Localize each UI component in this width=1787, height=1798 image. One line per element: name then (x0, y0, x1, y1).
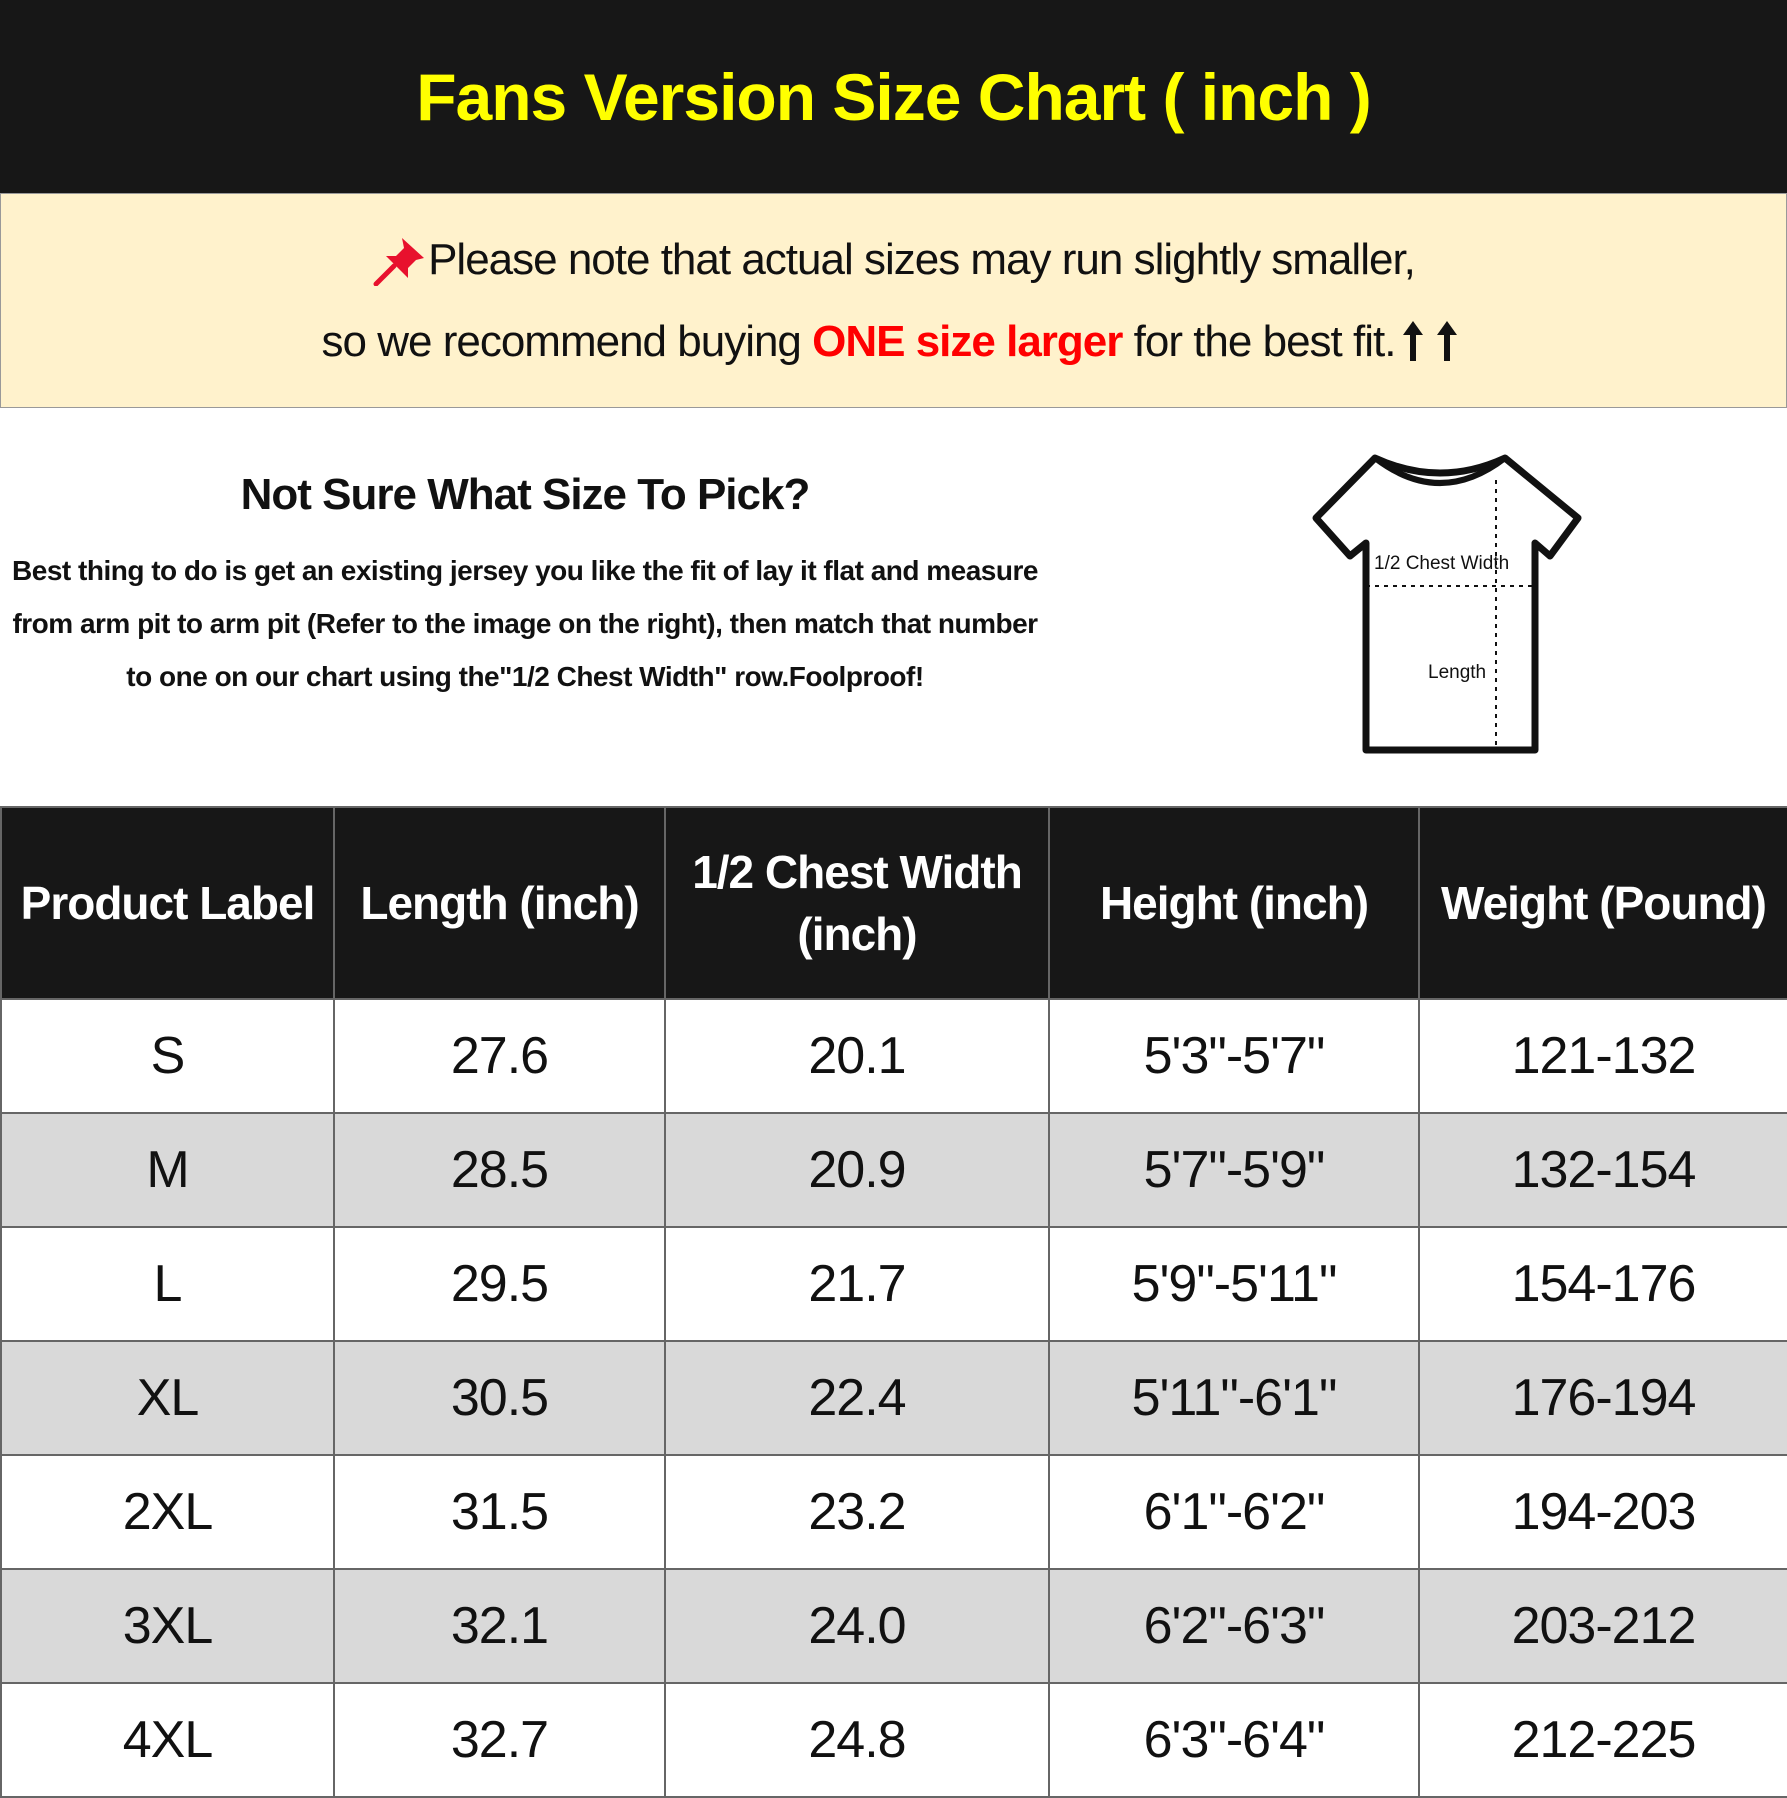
table-row: 4XL 32.7 24.8 6'3"-6'4" 212-225 (0, 1682, 1787, 1798)
info-body: Best thing to do is get an existing jers… (12, 555, 1038, 692)
table-cell: 5'7"-5'9" (1048, 1112, 1420, 1228)
table-row: S 27.6 20.1 5'3"-5'7" 121-132 (0, 998, 1787, 1114)
table-row: 2XL 31.5 23.2 6'1"-6'2" 194-203 (0, 1454, 1787, 1570)
table-cell: 28.5 (333, 1112, 666, 1228)
column-header: Height (inch) (1048, 806, 1420, 1000)
table-cell: 5'3"-5'7" (1048, 998, 1420, 1114)
table-row: M 28.5 20.9 5'7"-5'9" 132-154 (0, 1112, 1787, 1228)
table-cell: L (0, 1226, 335, 1342)
size-table: Product Label Length (inch) 1/2 Chest Widt… (0, 806, 1787, 1798)
table-cell: XL (0, 1340, 335, 1456)
table-cell: 6'3"-6'4" (1048, 1682, 1420, 1798)
table-cell: 23.2 (664, 1454, 1050, 1570)
column-header: Length (inch) (333, 806, 666, 1000)
table-cell: 4XL (0, 1682, 335, 1798)
pin-icon (373, 237, 425, 286)
table-cell: 32.1 (333, 1568, 666, 1684)
table-cell: 5'9"-5'11" (1048, 1226, 1420, 1342)
table-cell: 154-176 (1418, 1226, 1787, 1342)
table-cell: 6'2"-6'3" (1048, 1568, 1420, 1684)
table-cell: 29.5 (333, 1226, 666, 1342)
table-row: L 29.5 21.7 5'9"-5'11" 154-176 (0, 1226, 1787, 1342)
table-cell: 32.7 (333, 1682, 666, 1798)
table-cell: 31.5 (333, 1454, 666, 1570)
notice-line: so we recommend buying ONE size larger f… (322, 301, 1466, 383)
table-cell: 5'11"-6'1" (1048, 1340, 1420, 1456)
notice: Please note that actual sizes may run sl… (0, 193, 1787, 408)
info-section: Not Sure What Size To Pick? Best thing t… (0, 408, 1787, 806)
notice-text: for the best fit. (1122, 316, 1397, 366)
table-row: 3XL 32.1 24.0 6'2"-6'3" 203-212 (0, 1568, 1787, 1684)
table-cell: 121-132 (1418, 998, 1787, 1114)
table-cell: 6'1"-6'2" (1048, 1454, 1420, 1570)
table-cell: S (0, 998, 335, 1114)
table-cell: 20.1 (664, 998, 1050, 1114)
header-row: Product Label Length (inch) 1/2 Chest Widt… (0, 806, 1787, 1000)
table-cell: 22.4 (664, 1340, 1050, 1456)
table-cell: 176-194 (1418, 1340, 1787, 1456)
notice-text: Please note that actual sizes may run sl… (428, 234, 1416, 284)
notice-text: so we recommend buying (321, 316, 813, 366)
column-header: 1/2 Chest Width (inch) (664, 806, 1050, 1000)
table-cell: 20.9 (664, 1112, 1050, 1228)
column-header: Product Label (0, 806, 335, 1000)
chest-label: 1/2 Chest Width (1374, 553, 1509, 574)
title-bar: Fans Version Size Chart ( inch ) (0, 0, 1787, 193)
table-cell: 203-212 (1418, 1568, 1787, 1684)
info-heading: Not Sure What Size To Pick? (240, 470, 811, 519)
notice-highlight: ONE size larger (812, 316, 1123, 366)
table-cell: 24.8 (664, 1682, 1050, 1798)
table-cell: 212-225 (1418, 1682, 1787, 1798)
table-cell: M (0, 1112, 335, 1228)
table-cell: 3XL (0, 1568, 335, 1684)
table-cell: 194-203 (1418, 1454, 1787, 1570)
length-label: Length (1428, 662, 1486, 683)
title: Fans Version Size Chart ( inch ) (416, 59, 1372, 134)
table-cell: 30.5 (333, 1340, 666, 1456)
notice-line: Please note that actual sizes may run sl… (372, 219, 1416, 301)
shirt-diagram: 1/2 Chest Width Length (1312, 454, 1582, 754)
table-cell: 2XL (0, 1454, 335, 1570)
table-row: XL 30.5 22.4 5'11"-6'1" 176-194 (0, 1340, 1787, 1456)
arrow-icons (1403, 320, 1458, 361)
table-body: S 27.6 20.1 5'3"-5'7" 121-132 M 28.5 20.9 5'7"-5… (0, 998, 1787, 1798)
table-cell: 24.0 (664, 1568, 1050, 1684)
column-header: Weight (Pound) (1418, 806, 1787, 1000)
table-cell: 132-154 (1418, 1112, 1787, 1228)
table-cell: 27.6 (333, 998, 666, 1114)
table-cell: 21.7 (664, 1226, 1050, 1342)
